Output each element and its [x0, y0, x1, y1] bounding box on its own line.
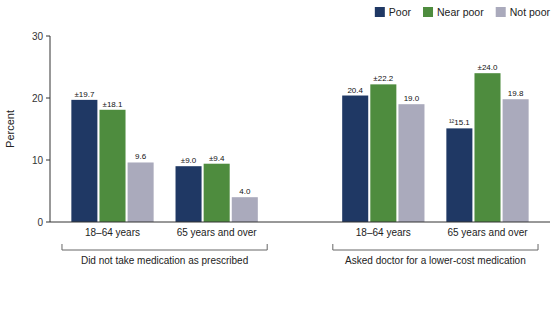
y-tick-label: 10: [32, 155, 44, 166]
y-tick-label: 0: [37, 217, 43, 228]
data-label: ±9.0: [181, 156, 197, 165]
bar: [370, 84, 396, 222]
legend: Poor Near poor Not poor: [375, 6, 551, 18]
data-label: 20.4: [347, 86, 363, 95]
bar: [503, 99, 529, 222]
data-label: 9.6: [135, 152, 147, 161]
data-label: ±18.1: [103, 100, 124, 109]
category-label: 65 years and over: [447, 227, 528, 238]
section-label: Did not take medication as prescribed: [81, 255, 248, 266]
legend-swatch: [375, 7, 385, 17]
bar: [232, 197, 258, 222]
y-tick: [46, 160, 50, 161]
legend-label: Poor: [389, 6, 412, 18]
y-axis-label: Percent: [4, 110, 16, 148]
bar: [99, 110, 125, 222]
y-tick-label: 30: [32, 31, 44, 42]
category-label: 18–64 years: [85, 227, 140, 238]
chart: 0 10 20 30 Percent ±19.7 ±9.0 20.4 ¹²15.1 ±18.1 ±9…: [0, 0, 560, 310]
y-tick-label: 20: [32, 93, 44, 104]
data-label: 19.0: [404, 94, 420, 103]
data-label: ±22.2: [373, 74, 394, 83]
category-label: 18–64 years: [356, 227, 411, 238]
section-label: Asked doctor for a lower-cost medication: [345, 255, 526, 266]
bar: [204, 164, 230, 222]
x-axis-line: [50, 222, 550, 223]
bar: [128, 162, 154, 222]
data-labels: ±19.7 ±9.0 20.4 ¹²15.1 ±18.1 ±9.4 ±22.2 ±24.0 9.…: [74, 63, 524, 196]
data-label: ±19.7: [74, 90, 95, 99]
legend-swatch: [496, 7, 506, 17]
legend-label: Not poor: [510, 6, 551, 18]
y-tick: [46, 98, 50, 99]
bar: [71, 100, 97, 222]
data-label: ±24.0: [478, 63, 499, 72]
data-label: ±9.4: [209, 154, 225, 163]
bar: [176, 166, 202, 222]
bar: [446, 128, 472, 222]
section-bracket: [333, 244, 538, 250]
bar: [342, 96, 368, 222]
category-label: 65 years and over: [177, 227, 258, 238]
data-label: ¹²15.1: [449, 118, 470, 127]
y-tick: [46, 222, 50, 223]
bars: [71, 73, 528, 222]
data-label: 4.0: [239, 187, 251, 196]
bar: [398, 104, 424, 222]
data-label: 19.8: [508, 89, 524, 98]
bar: [474, 73, 500, 222]
legend-label: Near poor: [437, 6, 484, 18]
y-axis-line: [50, 36, 51, 222]
y-tick: [46, 36, 50, 37]
legend-swatch: [423, 7, 433, 17]
section-bracket: [62, 244, 267, 250]
